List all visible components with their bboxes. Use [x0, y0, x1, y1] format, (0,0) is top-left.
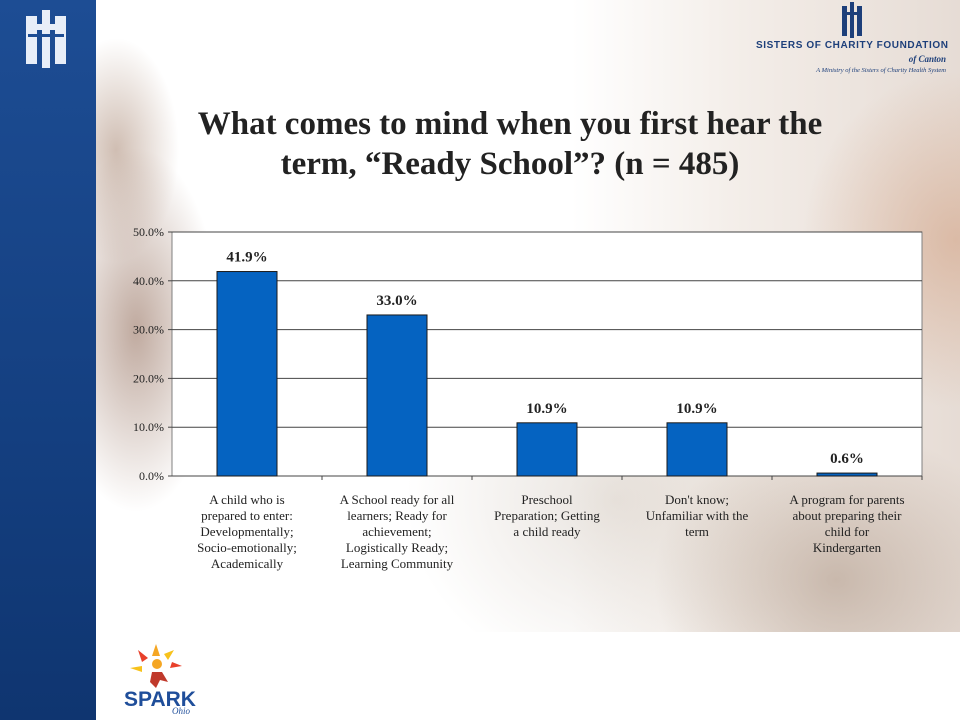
foundation-emblem-icon	[842, 2, 862, 38]
y-tick-label: 50.0%	[133, 225, 164, 239]
sisters-of-charity-logo: SISTERS OF CHARITY FOUNDATION of Canton …	[756, 2, 948, 82]
data-label: 10.9%	[526, 401, 567, 417]
x-tick-label: A School ready for all learners; Ready fo…	[340, 492, 455, 571]
bar	[666, 422, 728, 477]
y-tick-label: 40.0%	[133, 274, 164, 288]
x-tick-label: A child who is prepared to enter: Developm…	[197, 492, 297, 571]
y-tick-label: 30.0%	[133, 323, 164, 337]
x-tick-label: A program for parents about preparing the…	[789, 492, 904, 555]
left-blue-band	[0, 0, 96, 720]
foundation-tagline: A Ministry of the Sisters of Charity Hea…	[816, 67, 946, 74]
data-label: 41.9%	[226, 250, 267, 266]
bar	[216, 271, 278, 477]
y-tick-label: 10.0%	[133, 420, 164, 434]
y-tick-label: 0.0%	[139, 469, 164, 483]
bar-chart: 0.0% 10.0% 20.0% 30.0% 40.0% 50.0% 41.9% A chil…	[133, 225, 923, 571]
data-label: 0.6%	[830, 451, 864, 467]
cross-emblem-icon	[26, 10, 66, 68]
spark-wordmark: SPARK	[124, 688, 196, 711]
footer-band	[96, 632, 960, 720]
title-line-1: What comes to mind when you first hear t…	[197, 106, 823, 142]
bar	[516, 422, 578, 477]
x-tick-label: Preschool Preparation; Getting a child rea…	[494, 492, 600, 539]
data-label: 10.9%	[676, 401, 717, 417]
y-tick-label: 20.0%	[133, 371, 164, 385]
foundation-subname: of Canton	[908, 54, 946, 64]
foundation-name: SISTERS OF CHARITY FOUNDATION	[756, 40, 949, 51]
bar	[366, 314, 428, 477]
sunburst-icon	[130, 644, 182, 688]
spark-ohio-logo: SPARK Ohio	[124, 644, 196, 716]
ohio-wordmark: Ohio	[172, 706, 191, 716]
slide-title: What comes to mind when you first hear t…	[130, 104, 890, 185]
title-line-2: term, “Ready School”? (n = 485)	[280, 146, 740, 183]
bar	[816, 472, 878, 477]
x-tick-label: Don't know; Unfamiliar with the term	[646, 492, 749, 539]
data-label: 33.0%	[376, 293, 417, 309]
